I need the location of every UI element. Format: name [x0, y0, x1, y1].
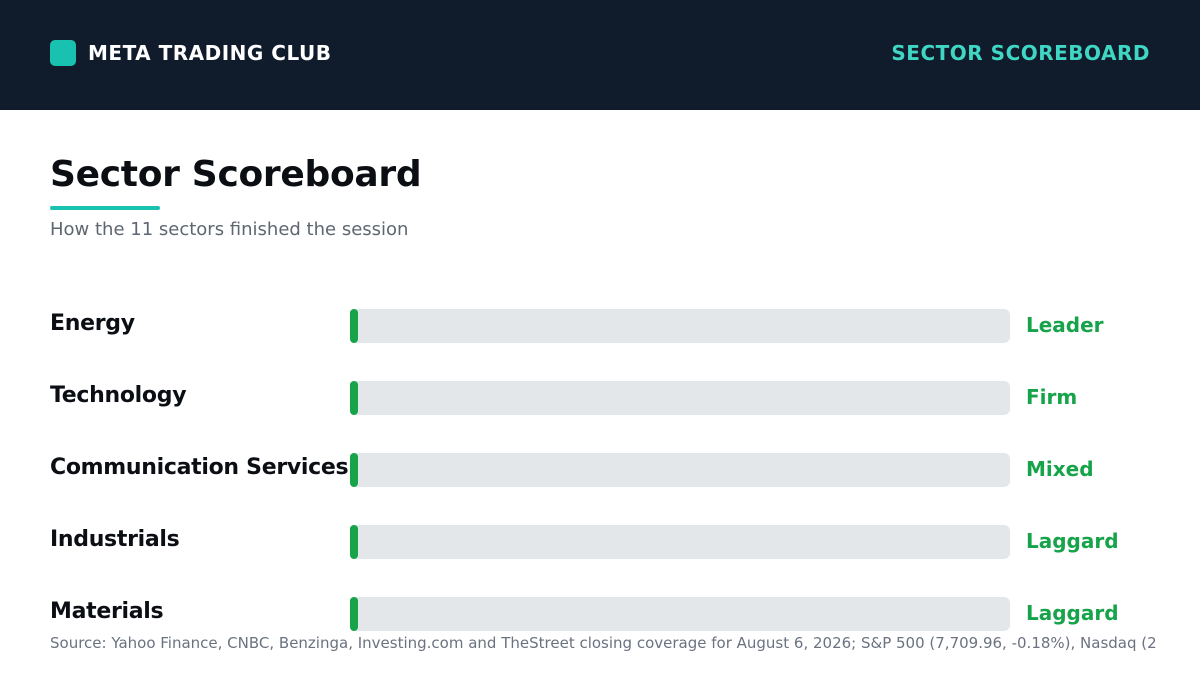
bar	[350, 453, 358, 487]
category-label: Industrials	[50, 527, 180, 552]
category-label: Materials	[50, 599, 164, 624]
source-note: Source: Yahoo Finance, CNBC, Benzinga, I…	[50, 634, 1157, 652]
section-nav-label[interactable]: SECTOR SCOREBOARD	[891, 41, 1150, 65]
bar-track	[350, 597, 1010, 631]
top-bar: META TRADING CLUB SECTOR SCOREBOARD	[0, 0, 1200, 110]
chart-row: Materials Laggard	[0, 597, 1200, 631]
bar	[350, 309, 358, 343]
status-label: Leader	[1026, 313, 1104, 337]
category-label: Technology	[50, 383, 187, 408]
status-label: Laggard	[1026, 601, 1119, 625]
bar-track	[350, 309, 1010, 343]
category-label: Energy	[50, 311, 135, 336]
page-subtitle: How the 11 sectors finished the session	[50, 219, 409, 240]
brand-name: META TRADING CLUB	[88, 41, 332, 65]
chart-row: Energy Leader	[0, 309, 1200, 343]
title-underline	[50, 206, 160, 210]
bar	[350, 381, 358, 415]
bar	[350, 525, 358, 559]
page-title: Sector Scoreboard	[50, 154, 422, 195]
category-label: Communication Services	[50, 455, 349, 480]
status-label: Mixed	[1026, 457, 1094, 481]
status-label: Laggard	[1026, 529, 1119, 553]
brand-logo-icon	[50, 40, 76, 66]
bar-track	[350, 381, 1010, 415]
bar-track	[350, 525, 1010, 559]
chart-row: Communication Services Mixed	[0, 453, 1200, 487]
chart-row: Technology Firm	[0, 381, 1200, 415]
status-label: Firm	[1026, 385, 1078, 409]
bar	[350, 597, 358, 631]
bar-track	[350, 453, 1010, 487]
chart-row: Industrials Laggard	[0, 525, 1200, 559]
